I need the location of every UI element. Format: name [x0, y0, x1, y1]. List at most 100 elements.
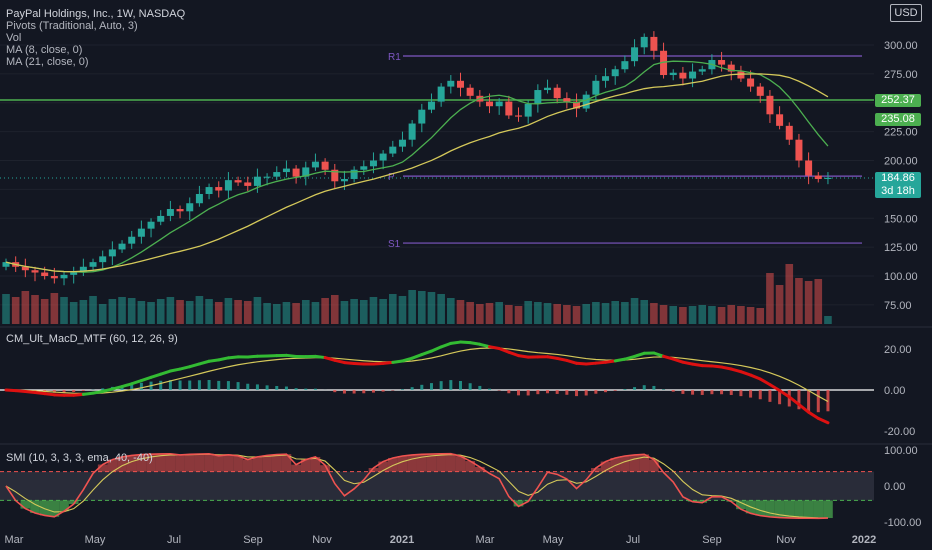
candle — [311, 153, 319, 171]
candle — [814, 172, 822, 183]
smi-oversold-fill — [20, 500, 31, 509]
candle-body — [215, 187, 223, 191]
macd-tick-label: -20.00 — [884, 426, 915, 438]
macd-line-segment — [43, 392, 56, 397]
pivot-label-r1: R1 — [388, 52, 401, 63]
candle — [563, 92, 571, 109]
macd-histogram-bar — [633, 387, 637, 390]
candle-body — [157, 215, 165, 222]
volume-bar — [224, 298, 233, 324]
candle-body — [41, 272, 49, 276]
volume-bar — [147, 302, 155, 324]
time-tick-label: 2022 — [852, 534, 876, 546]
smi-overbought-fill — [300, 459, 311, 472]
macd-histogram-bar — [197, 380, 201, 390]
smi-overbought-fill — [184, 454, 195, 472]
macd-histogram-bar — [226, 381, 230, 390]
macd-line-segment — [758, 377, 772, 387]
volume-bar — [98, 304, 107, 324]
macd-line-segment — [623, 354, 637, 361]
volume-bar — [330, 295, 339, 324]
price-tick-label: 100.00 — [884, 271, 918, 283]
candle-body — [60, 274, 68, 279]
macd-histogram-bar — [642, 385, 646, 390]
macd-line-segment — [120, 382, 134, 389]
volume-bar — [418, 291, 426, 324]
candle-body — [292, 168, 300, 177]
macd-line-segment — [110, 385, 124, 391]
candle — [137, 220, 145, 244]
candle-body — [727, 64, 735, 72]
volume-bar — [447, 298, 455, 324]
macd-histogram-bar — [826, 390, 830, 412]
smi-overbought-fill — [474, 466, 485, 472]
candle-body — [795, 139, 803, 161]
macd-line-segment — [633, 351, 646, 358]
macd-line-segment — [72, 392, 85, 397]
candle — [456, 72, 464, 97]
macd-histogram-bar — [478, 385, 482, 390]
macd-histogram-bar — [555, 390, 559, 394]
macd-line-segment — [217, 356, 230, 362]
smi-oversold-fill — [803, 500, 814, 519]
macd-line-segment — [691, 362, 704, 368]
candle — [2, 258, 10, 271]
macd-histogram-bar — [507, 390, 511, 394]
candle-body — [389, 146, 397, 154]
smi-overbought-fill — [262, 455, 272, 472]
candle — [621, 55, 629, 73]
candle-body — [234, 180, 242, 183]
time-tick-label: Jul — [626, 534, 640, 546]
smi-overbought-fill — [649, 459, 659, 472]
macd-line-segment — [33, 390, 47, 396]
candle-body — [427, 101, 435, 110]
candle-body — [369, 160, 377, 167]
candle — [108, 241, 116, 266]
macd-histogram-bar — [758, 390, 762, 400]
candle — [795, 133, 803, 168]
macd-line-segment — [517, 354, 530, 359]
candle-body — [563, 98, 571, 102]
macd-histogram-bar — [739, 390, 743, 397]
volume-bar — [737, 306, 745, 324]
volume-bar — [563, 305, 571, 324]
smi-overbought-fill — [126, 455, 137, 472]
smi-overbought-fill — [281, 454, 292, 472]
volume-bar — [592, 302, 600, 324]
volume-bar — [640, 300, 649, 324]
candle — [21, 258, 29, 278]
candle-body — [824, 177, 832, 179]
candle-body — [70, 272, 78, 275]
macd-tick-label: 0.00 — [884, 385, 905, 397]
ma21-line — [5, 73, 829, 273]
candle — [79, 258, 87, 276]
macd-line-segment — [101, 387, 114, 393]
macd-histogram-bar — [371, 390, 375, 393]
candle-body — [553, 87, 561, 99]
smi-title: SMI (10, 3, 3, 3, ema, 40, -40) — [6, 452, 153, 464]
candle — [263, 173, 271, 186]
candle-body — [718, 60, 726, 65]
volume-bar — [659, 305, 668, 324]
macd-line-segment — [662, 354, 675, 361]
candle — [466, 84, 474, 100]
candle-body — [592, 80, 600, 95]
volume-bar — [301, 300, 310, 324]
volume-bar — [543, 303, 552, 324]
macd-line-segment — [130, 379, 143, 386]
currency-button[interactable]: USD — [890, 4, 922, 22]
candle — [331, 163, 339, 189]
smi-overbought-fill — [204, 453, 214, 472]
smi-tick-label: 100.00 — [884, 445, 918, 457]
candle — [321, 158, 329, 175]
volume-bar — [263, 303, 271, 324]
volume-bar — [253, 297, 262, 324]
macd-line-segment — [333, 358, 346, 365]
candle-body — [79, 266, 87, 273]
candle — [611, 65, 619, 85]
volume-bar — [272, 304, 281, 324]
smi-oversold-fill — [794, 500, 804, 519]
macd-histogram-bar — [81, 390, 85, 391]
macd-line-segment — [4, 388, 18, 393]
